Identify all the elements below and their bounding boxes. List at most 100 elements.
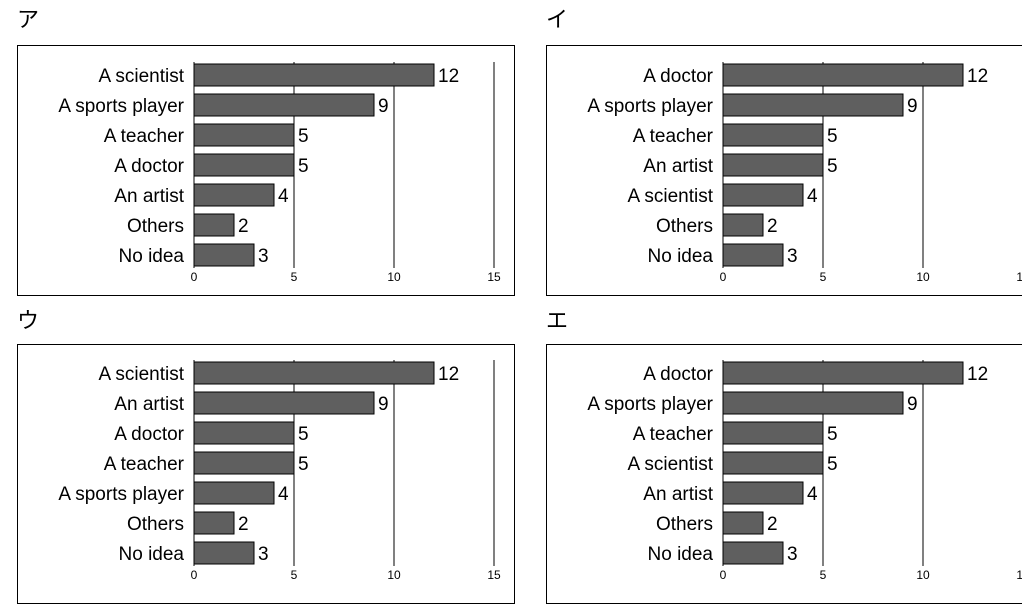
x-tick-label: 15 <box>1016 270 1022 284</box>
category-label: An artist <box>114 186 184 207</box>
bar <box>193 361 435 385</box>
category-label: No idea <box>648 544 714 565</box>
bar <box>193 123 295 147</box>
category-label: A doctor <box>643 66 713 87</box>
bar <box>193 183 275 207</box>
category-label: A teacher <box>104 454 185 475</box>
category-label: Others <box>127 216 184 237</box>
x-tick-label: 5 <box>291 568 298 582</box>
value-label: 12 <box>967 66 988 87</box>
category-label: No idea <box>119 544 185 565</box>
value-label: 9 <box>378 394 389 415</box>
x-tick-label: 10 <box>387 270 401 284</box>
bar <box>193 511 235 535</box>
bar <box>193 243 255 267</box>
category-label: No idea <box>648 246 714 267</box>
x-tick-label: 5 <box>820 270 827 284</box>
category-label: A teacher <box>104 126 185 147</box>
bar <box>193 213 235 237</box>
bar <box>722 511 764 535</box>
category-label: Others <box>656 514 713 535</box>
bar <box>722 481 804 505</box>
category-label: A scientist <box>627 186 713 207</box>
category-label: A teacher <box>633 424 714 445</box>
value-label: 2 <box>238 216 249 237</box>
bar <box>193 63 435 87</box>
value-label: 9 <box>907 96 918 117</box>
bar <box>193 153 295 177</box>
category-label: An artist <box>643 156 713 177</box>
value-label: 3 <box>787 544 798 565</box>
value-label: 12 <box>967 364 988 385</box>
bar <box>722 93 904 117</box>
bar <box>722 183 804 207</box>
bar <box>722 213 764 237</box>
x-tick-label: 10 <box>916 568 930 582</box>
value-label: 5 <box>298 424 309 445</box>
x-tick-label: 0 <box>191 270 198 284</box>
bar <box>193 93 375 117</box>
value-label: 5 <box>827 454 838 475</box>
bar <box>722 361 964 385</box>
category-label: A scientist <box>627 454 713 475</box>
bar <box>193 541 255 565</box>
value-label: 3 <box>258 246 269 267</box>
value-label: 12 <box>438 364 459 385</box>
value-label: 12 <box>438 66 459 87</box>
category-label: A sports player <box>587 96 713 117</box>
value-label: 5 <box>827 126 838 147</box>
value-label: 3 <box>787 246 798 267</box>
category-label: A teacher <box>633 126 714 147</box>
x-tick-label: 0 <box>720 568 727 582</box>
bar <box>193 421 295 445</box>
x-tick-label: 5 <box>291 270 298 284</box>
bar <box>193 391 375 415</box>
value-label: 5 <box>827 424 838 445</box>
x-tick-label: 10 <box>387 568 401 582</box>
value-label: 3 <box>258 544 269 565</box>
bar <box>722 123 824 147</box>
bar <box>193 481 275 505</box>
value-label: 4 <box>278 484 289 505</box>
category-label: An artist <box>114 394 184 415</box>
category-label: No idea <box>119 246 185 267</box>
panel-label-i: イ <box>546 8 569 33</box>
panel-label-u: ウ <box>17 309 40 334</box>
value-label: 5 <box>827 156 838 177</box>
category-label: A sports player <box>58 484 184 505</box>
value-label: 5 <box>298 126 309 147</box>
value-label: 2 <box>767 514 778 535</box>
value-label: 4 <box>807 484 818 505</box>
chart-i-svg: 0 5 10 15 A doctor 12 A sports player 9 A teache… <box>587 62 1022 284</box>
chart-a-svg: 0 5 10 15 A scientist 12 A sports player 9 A tea… <box>58 62 501 284</box>
category-label: An artist <box>643 484 713 505</box>
value-label: 4 <box>807 186 818 207</box>
x-tick-label: 10 <box>916 270 930 284</box>
chart-i: 0 5 10 15 A doctor 12 A sports player 9 A teache… <box>546 45 1022 296</box>
x-tick-label: 15 <box>1016 568 1022 582</box>
value-label: 5 <box>298 454 309 475</box>
value-label: 2 <box>238 514 249 535</box>
x-tick-label: 0 <box>191 568 198 582</box>
category-label: Others <box>656 216 713 237</box>
chart-u: 0 5 10 15 A scientist 12 An artist 9 A doctor 5 A … <box>17 344 515 604</box>
category-label: A sports player <box>587 394 713 415</box>
bar <box>193 451 295 475</box>
x-tick-label: 15 <box>487 568 501 582</box>
value-label: 4 <box>278 186 289 207</box>
bar <box>722 153 824 177</box>
category-label: A scientist <box>98 364 184 385</box>
panel-label-a: ア <box>17 8 40 33</box>
chart-e: 0 5 10 15 A doctor 12 A sports player 9 A teache… <box>546 344 1022 604</box>
chart-a: 0 5 10 15 A scientist 12 A sports player 9 A tea… <box>17 45 515 296</box>
value-label: 9 <box>378 96 389 117</box>
category-label: A sports player <box>58 96 184 117</box>
chart-e-svg: 0 5 10 15 A doctor 12 A sports player 9 A teache… <box>587 360 1022 582</box>
category-label: A doctor <box>114 156 184 177</box>
value-label: 9 <box>907 394 918 415</box>
bar <box>722 451 824 475</box>
bar <box>722 63 964 87</box>
chart-u-svg: 0 5 10 15 A scientist 12 An artist 9 A doctor 5 A … <box>58 360 501 582</box>
x-tick-label: 0 <box>720 270 727 284</box>
category-label: A doctor <box>643 364 713 385</box>
